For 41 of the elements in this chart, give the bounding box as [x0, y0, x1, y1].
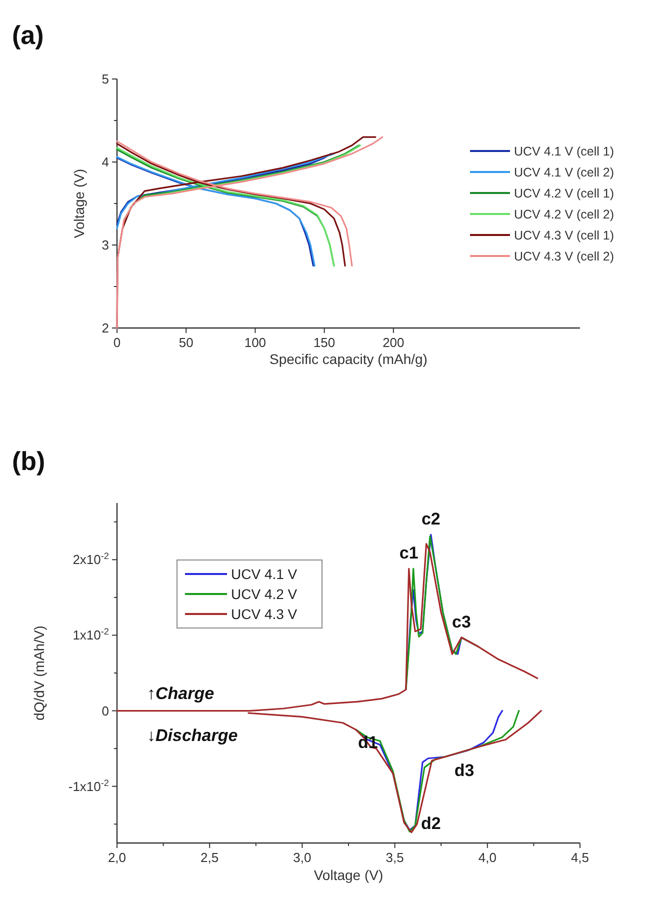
legend-label: UCV 4.1 V: [231, 566, 298, 582]
legend-label: UCV 4.2 V (cell 2): [514, 208, 614, 222]
y-tick-label: 1x10$^{-2}$: [72, 626, 109, 643]
x-tick-label: 150: [313, 335, 336, 350]
legend-label: UCV 4.3 V: [231, 606, 298, 622]
y-tick-label: 0: [102, 703, 109, 718]
x-tick-label: 4,5: [570, 850, 590, 865]
x-tick-label: 2,0: [108, 850, 126, 865]
annotation: d2: [421, 814, 441, 833]
annotation: c1: [399, 544, 418, 563]
x-tick-label: 200: [382, 335, 404, 350]
y-tick-label: 2x10$^{-2}$: [72, 551, 109, 568]
annotation: c2: [421, 510, 440, 529]
x-tick-label: 2,5: [200, 850, 219, 865]
legend-label: UCV 4.2 V: [231, 586, 298, 602]
legend-label: UCV 4.1 V (cell 2): [514, 166, 614, 180]
annotation: d3: [454, 761, 474, 780]
legend-label: UCV 4.2 V (cell 1): [514, 186, 614, 200]
y-axis-title: Voltage (V): [71, 168, 87, 238]
annotation: ↑Charge: [147, 684, 214, 703]
x-tick-label: 3,0: [293, 850, 312, 865]
x-tick-label: 50: [178, 335, 194, 350]
y-tick-label: 4: [102, 154, 109, 170]
chart-title: (a): [12, 20, 44, 50]
legend-label: UCV 4.3 V (cell 1): [514, 228, 614, 242]
y-tick-label: 2: [102, 320, 109, 336]
x-tick-label: 0: [113, 335, 121, 350]
x-tick-label: 3,5: [386, 850, 404, 865]
legend-label: UCV 4.1 V (cell 1): [514, 144, 614, 158]
annotation: ↓Discharge: [147, 726, 238, 745]
chart-title: (b): [12, 446, 46, 476]
legend-label: UCV 4.3 V (cell 2): [514, 250, 614, 264]
x-axis-title: Voltage (V): [314, 867, 384, 883]
y-axis-title: dQ/dV (mAh/V): [31, 626, 47, 720]
x-axis-title: Specific capacity (mAh/g): [270, 351, 428, 367]
y-tick-label: 3: [102, 238, 109, 252]
x-tick-label: 100: [244, 335, 266, 350]
x-tick-label: 4,0: [478, 850, 496, 865]
y-tick-label: -1x10$^{-2}$: [68, 778, 109, 794]
y-tick-label: 5: [102, 72, 109, 86]
annotation: c3: [452, 612, 471, 632]
